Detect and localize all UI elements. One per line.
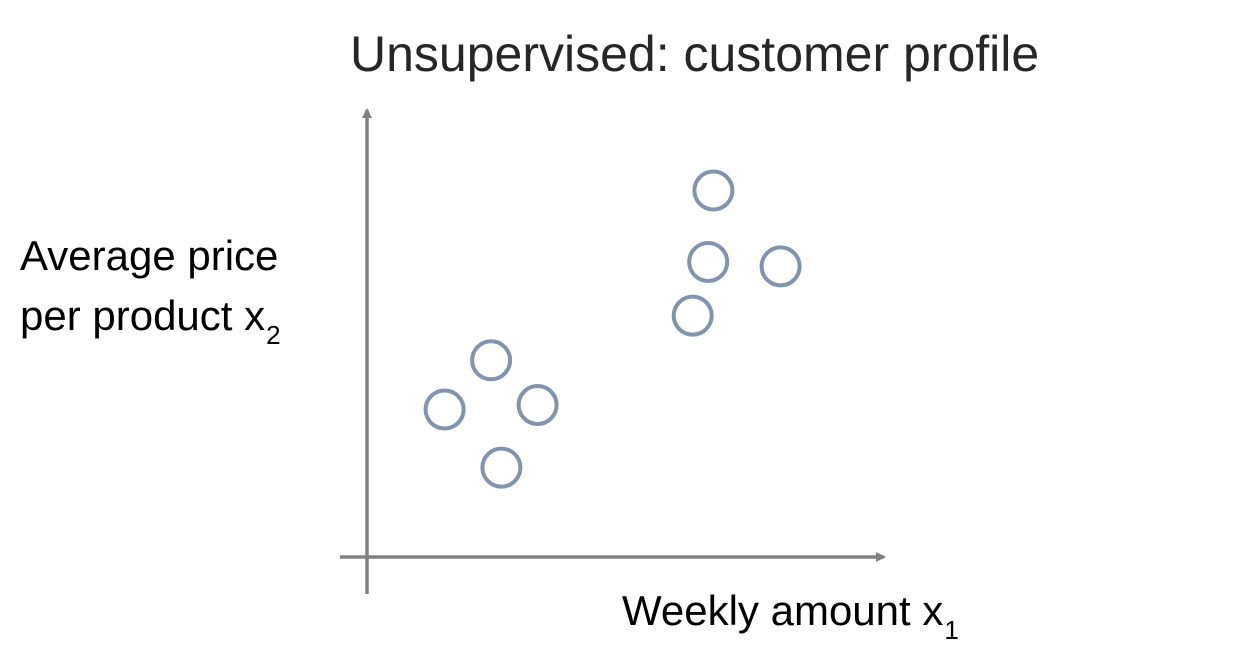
chart-title: Unsupervised: customer profile xyxy=(350,26,1040,82)
data-point-4 xyxy=(480,446,523,489)
y-axis-label-line1: Average price xyxy=(20,232,279,279)
x-axis-label-text: Weekly amount x xyxy=(622,587,944,634)
data-point-5 xyxy=(692,169,735,212)
x-axis-label-subscript: 1 xyxy=(944,615,959,645)
y-axis-label-text: per product x xyxy=(20,292,266,339)
data-point-2 xyxy=(423,388,466,431)
y-axis-label-line2: per product x2 xyxy=(20,286,281,351)
y-axis-label-subscript: 2 xyxy=(266,320,281,350)
data-point-7 xyxy=(759,245,802,288)
data-point-1 xyxy=(470,339,513,382)
x-axis-label: Weekly amount x1 xyxy=(622,586,959,645)
data-point-8 xyxy=(671,294,714,337)
data-point-3 xyxy=(516,384,559,426)
y-axis-label: Average price per product x2 xyxy=(20,226,281,351)
data-point-6 xyxy=(687,241,730,283)
data-points xyxy=(423,169,802,489)
